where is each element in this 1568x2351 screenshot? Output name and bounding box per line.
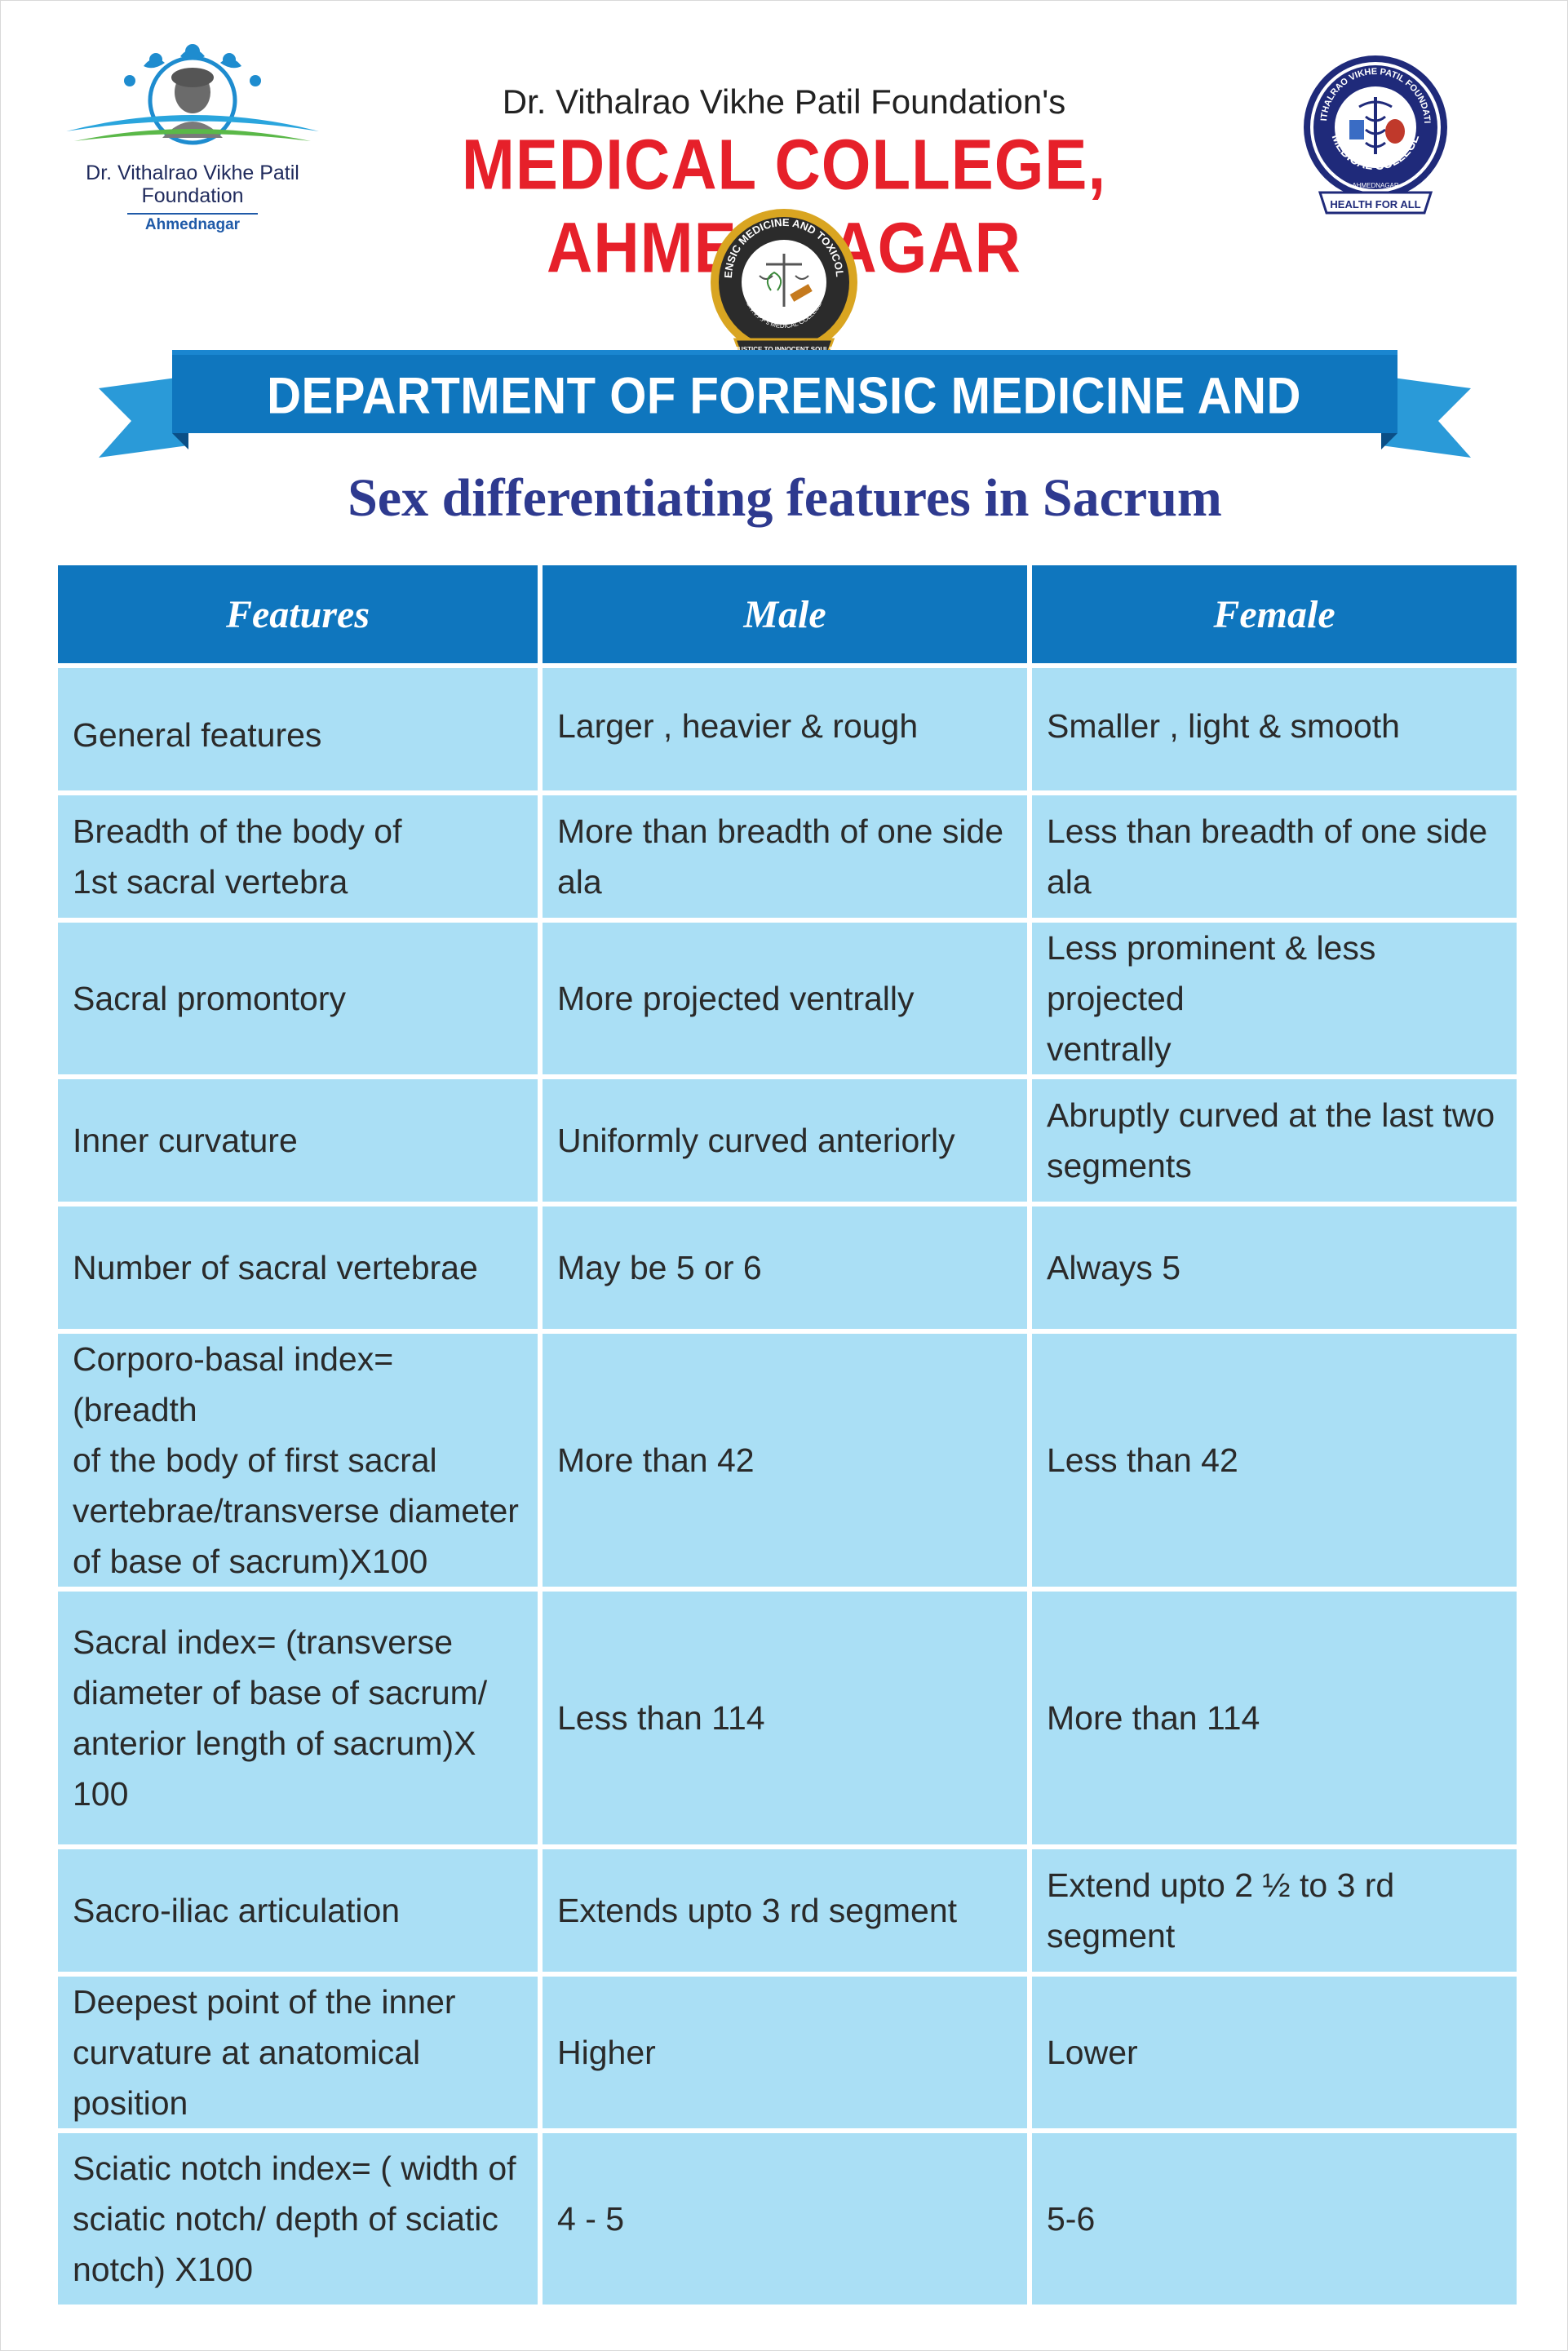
college-seal-city: AHMEDNAGAR xyxy=(1352,182,1399,189)
male-cell: Higher xyxy=(543,1977,1027,2128)
male-cell: Larger , heavier & rough xyxy=(543,668,1027,790)
table-row: Sciatic notch index= ( width of sciatic … xyxy=(58,2133,1517,2305)
foundation-city: Ahmednagar xyxy=(127,213,258,234)
feature-cell: Inner curvature xyxy=(58,1079,538,1202)
male-cell: More than 42 xyxy=(543,1334,1027,1587)
foundation-name-line1: Dr. Vithalrao Vikhe Patil xyxy=(86,162,299,184)
table-row: Corporo-basal index= (breadth of the bod… xyxy=(58,1334,1517,1587)
page-title: Sex differentiating features in Sacrum xyxy=(348,468,1222,528)
table-row: General features Larger , heavier & roug… xyxy=(58,668,1517,790)
feature-cell: General features xyxy=(58,668,538,790)
table-row: Sacral index= (transverse diameter of ba… xyxy=(58,1592,1517,1844)
female-cell: Less than breadth of one side ala xyxy=(1032,795,1517,918)
table-row: Sacro-iliac articulation Extends upto 3 … xyxy=(58,1849,1517,1972)
female-cell: Less than 42 xyxy=(1032,1334,1517,1587)
female-cell: Lower xyxy=(1032,1977,1517,2128)
male-cell: Less than 114 xyxy=(543,1592,1027,1844)
department-seal-motto: JUSTICE TO INNOCENT SOULS xyxy=(735,346,834,353)
department-ribbon-icon xyxy=(99,350,1471,458)
table-row: Breadth of the body of 1st sacral verteb… xyxy=(58,795,1517,918)
feature-cell: Deepest point of the inner curvature at … xyxy=(58,1977,538,2128)
feature-cell: Sciatic notch index= ( width of sciatic … xyxy=(58,2133,538,2305)
female-cell: Less prominent & less projected ventrall… xyxy=(1032,923,1517,1074)
feature-cell: Breadth of the body of 1st sacral verteb… xyxy=(58,795,538,918)
male-cell: May be 5 or 6 xyxy=(543,1206,1027,1329)
male-cell: More projected ventrally xyxy=(543,923,1027,1074)
female-cell: Extend upto 2 ½ to 3 rd segment xyxy=(1032,1849,1517,1972)
table-row: Number of sacral vertebrae May be 5 or 6… xyxy=(58,1206,1517,1329)
table-row: Inner curvature Uniformly curved anterio… xyxy=(58,1079,1517,1202)
male-cell: 4 - 5 xyxy=(543,2133,1027,2305)
table-row: Sacral promontory More projected ventral… xyxy=(58,923,1517,1074)
header-features: Features xyxy=(58,565,538,663)
table-row: Deepest point of the inner curvature at … xyxy=(58,1977,1517,2128)
feature-cell: Sacral promontory xyxy=(58,923,538,1074)
female-cell: 5-6 xyxy=(1032,2133,1517,2305)
female-cell: More than 114 xyxy=(1032,1592,1517,1844)
feature-cell: Number of sacral vertebrae xyxy=(58,1206,538,1329)
male-cell: Extends upto 3 rd segment xyxy=(543,1849,1027,1972)
sacrum-table: Features Male Female General features La… xyxy=(53,560,1521,2309)
foundation-logo: Dr. Vithalrao Vikhe Patil Foundation Ahm… xyxy=(58,42,327,246)
college-seal-motto: HEALTH FOR ALL xyxy=(1330,198,1420,210)
female-cell: Smaller , light & smooth xyxy=(1032,668,1517,790)
college-seal: DR. VITHALRAO VIKHE PATIL FOUNDATION'S M… xyxy=(1299,42,1449,233)
college-seal-icon: DR. VITHALRAO VIKHE PATIL FOUNDATION'S M… xyxy=(1299,42,1447,215)
features-table: Features Male Female General features La… xyxy=(58,565,1517,2305)
department-title: DEPARTMENT OF FORENSIC MEDICINE AND TOXI… xyxy=(267,367,1301,504)
male-cell: More than breadth of one side ala xyxy=(543,795,1027,918)
header-male: Male xyxy=(543,565,1027,663)
foundation-heading: Dr. Vithalrao Vikhe Patil Foundation's xyxy=(502,82,1066,121)
female-cell: Always 5 xyxy=(1032,1206,1517,1329)
header-female: Female xyxy=(1032,565,1517,663)
foundation-emblem-icon xyxy=(66,44,319,145)
department-seal-icon: FORENSIC MEDICINE AND TOXICOLOGY D.V.V.P… xyxy=(698,199,857,359)
male-cell: Uniformly curved anteriorly xyxy=(543,1079,1027,1202)
department-seal: FORENSIC MEDICINE AND TOXICOLOGY D.V.V.P… xyxy=(698,199,866,368)
table-header-row: Features Male Female xyxy=(58,565,1517,663)
feature-cell: Sacral index= (transverse diameter of ba… xyxy=(58,1592,538,1844)
feature-cell: Sacro-iliac articulation xyxy=(58,1849,538,1972)
foundation-name-line2: Foundation xyxy=(141,184,244,207)
female-cell: Abruptly curved at the last two segments xyxy=(1032,1079,1517,1202)
feature-cell: Corporo-basal index= (breadth of the bod… xyxy=(58,1334,538,1587)
